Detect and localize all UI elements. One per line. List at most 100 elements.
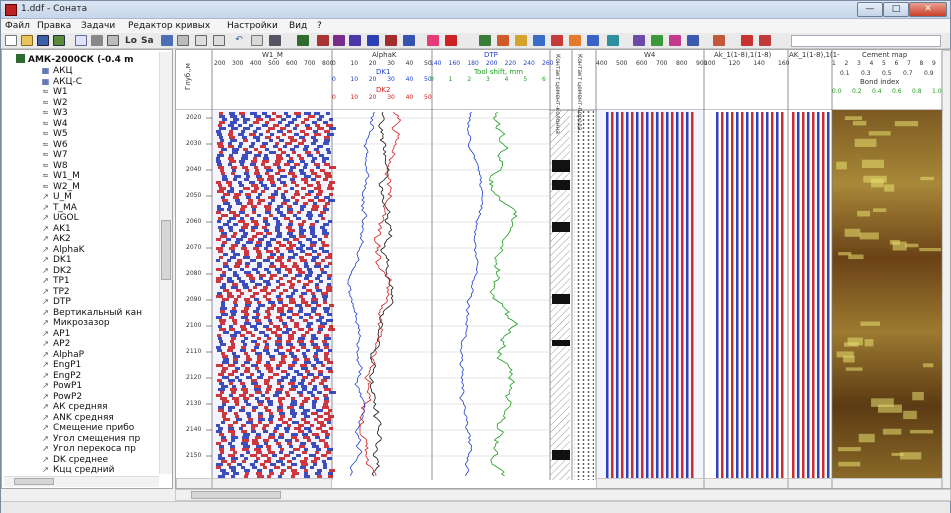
tree-item[interactable]: ≈ W1 (40, 87, 162, 98)
maximize-button[interactable]: □ (883, 2, 909, 17)
undo-icon[interactable]: ↶ (233, 35, 245, 46)
tree-item[interactable]: ≈ W4 (40, 119, 162, 130)
tree-item[interactable]: ≈ W3 (40, 108, 162, 119)
cut-icon[interactable] (385, 35, 397, 46)
tree-item[interactable]: ↗ TP2 (40, 287, 162, 298)
cross-icon[interactable] (445, 35, 457, 46)
tree-item[interactable]: ↗ U_M (40, 192, 162, 203)
layout-icon[interactable] (177, 35, 189, 46)
tool-c-icon[interactable] (515, 35, 527, 46)
tree-horizontal-scrollbar[interactable] (4, 476, 159, 487)
menu-view[interactable]: Вид (289, 21, 308, 31)
tree-item[interactable]: ↗ AlphaP (40, 350, 162, 361)
tool-e-icon[interactable] (551, 35, 563, 46)
sa-button[interactable]: Sa (141, 36, 154, 46)
tree-item[interactable]: ≈ W7 (40, 150, 162, 161)
tool-j-icon[interactable] (651, 35, 663, 46)
curve-color-icon[interactable] (333, 35, 345, 46)
tree-item[interactable]: ↗ AK1 (40, 224, 162, 235)
table-icon[interactable] (297, 35, 309, 46)
grid-icon[interactable] (161, 35, 173, 46)
tree-item[interactable]: ↗ EngP2 (40, 371, 162, 382)
tool-g-icon[interactable] (587, 35, 599, 46)
tree-item[interactable]: ↗ Угол перекоса пр (40, 444, 162, 455)
tool-l-icon[interactable] (687, 35, 699, 46)
ak1-scrollbar[interactable] (704, 478, 788, 488)
depth-scrollbar[interactable] (176, 478, 212, 488)
bracket-icon[interactable] (251, 35, 263, 46)
new-file-icon[interactable] (5, 35, 17, 46)
import-icon[interactable] (75, 35, 87, 46)
tool-a-icon[interactable] (479, 35, 491, 46)
tree-item[interactable]: ≈ W1_M (40, 171, 162, 182)
tree-item[interactable]: ≈ W6 (40, 140, 162, 151)
tree-item[interactable]: ↗ DK1 (40, 255, 162, 266)
window-icon[interactable] (213, 35, 225, 46)
tool-b-icon[interactable] (497, 35, 509, 46)
tool-f-icon[interactable] (569, 35, 581, 46)
toolbar-combo[interactable] (791, 35, 941, 47)
tool-o-icon[interactable] (759, 35, 771, 46)
close-button[interactable]: ✕ (909, 2, 947, 17)
tree-item[interactable]: ↗ Угол смещения пр (40, 434, 162, 445)
tree-item[interactable]: ↗ Кцц средний (40, 465, 162, 476)
menu-curve-editor[interactable]: Редактор кривых (128, 21, 211, 31)
minimize-button[interactable]: — (857, 2, 883, 17)
lo-button[interactable]: Lo (125, 36, 137, 46)
tree-item[interactable]: ↗ PowP1 (40, 381, 162, 392)
tool-i-icon[interactable] (633, 35, 645, 46)
tool-d-icon[interactable] (533, 35, 545, 46)
w4-scrollbar[interactable] (596, 478, 704, 488)
save-icon[interactable] (37, 35, 49, 46)
merge-icon[interactable] (403, 35, 415, 46)
open-folder-icon[interactable] (21, 35, 33, 46)
main-scroll-thumb[interactable] (191, 491, 281, 499)
tree-item[interactable]: ↗ AK2 (40, 234, 162, 245)
tree-item[interactable]: ↗ АК средняя (40, 402, 162, 413)
ak2-scrollbar[interactable] (788, 478, 832, 488)
tree-item[interactable]: ↗ UGOL (40, 213, 162, 224)
tree-item[interactable]: ≈ W2 (40, 98, 162, 109)
tree-item[interactable]: ↗ Микрозазор (40, 318, 162, 329)
tool-h-icon[interactable] (607, 35, 619, 46)
tree-item[interactable]: ↗ AP1 (40, 329, 162, 340)
tree-item[interactable]: ↗ Смещение прибо (40, 423, 162, 434)
menu-edit[interactable]: Правка (37, 21, 72, 31)
tree-item[interactable]: ↗ ANK средняя (40, 413, 162, 424)
menu-file[interactable]: Файл (5, 21, 30, 31)
panel-icon[interactable] (195, 35, 207, 46)
tool-m-icon[interactable] (713, 35, 725, 46)
tree-item[interactable]: ↗ Вертикальный кан (40, 308, 162, 319)
depth-shift-icon[interactable] (427, 35, 439, 46)
tree-item[interactable]: ≈ W5 (40, 129, 162, 140)
tree-item[interactable]: ↗ AP2 (40, 339, 162, 350)
menu-tasks[interactable]: Задачи (81, 21, 116, 31)
magnet-icon[interactable] (367, 35, 379, 46)
tree-item[interactable]: ↗ T_MA (40, 203, 162, 214)
settings-icon[interactable] (107, 35, 119, 46)
menu-help[interactable]: ? (317, 21, 322, 31)
tree-item[interactable]: ↗ EngP1 (40, 360, 162, 371)
menu-settings[interactable]: Настройки (227, 21, 278, 31)
tree-h-scroll-thumb[interactable] (14, 478, 54, 485)
fill-icon[interactable] (349, 35, 361, 46)
tree-item[interactable]: ↗ DTP (40, 297, 162, 308)
track-icon[interactable] (317, 35, 329, 46)
tree-item[interactable]: ▦ АКЦ-С (40, 77, 162, 88)
cement-scrollbar[interactable] (832, 478, 942, 488)
view-vertical-scrollbar[interactable] (942, 50, 950, 488)
tree-root[interactable]: АМК-2000СК (-0.4 m (16, 54, 133, 65)
database-icon[interactable] (53, 35, 65, 46)
w1m-scrollbar[interactable] (212, 478, 332, 488)
tree-item[interactable]: ↗ DK2 (40, 266, 162, 277)
tool-k-icon[interactable] (669, 35, 681, 46)
chart-icon[interactable] (91, 35, 103, 46)
bars-icon[interactable] (269, 35, 281, 46)
tree-item[interactable]: ↗ PowP2 (40, 392, 162, 403)
tree-item[interactable]: ↗ DK среднее (40, 455, 162, 466)
main-horizontal-scrollbar[interactable] (175, 489, 951, 501)
tool-n-icon[interactable] (741, 35, 753, 46)
tree-item[interactable]: ↗ TP1 (40, 276, 162, 287)
tree-scroll-thumb[interactable] (161, 220, 171, 280)
tree-item[interactable]: ↗ AlphaK (40, 245, 162, 256)
